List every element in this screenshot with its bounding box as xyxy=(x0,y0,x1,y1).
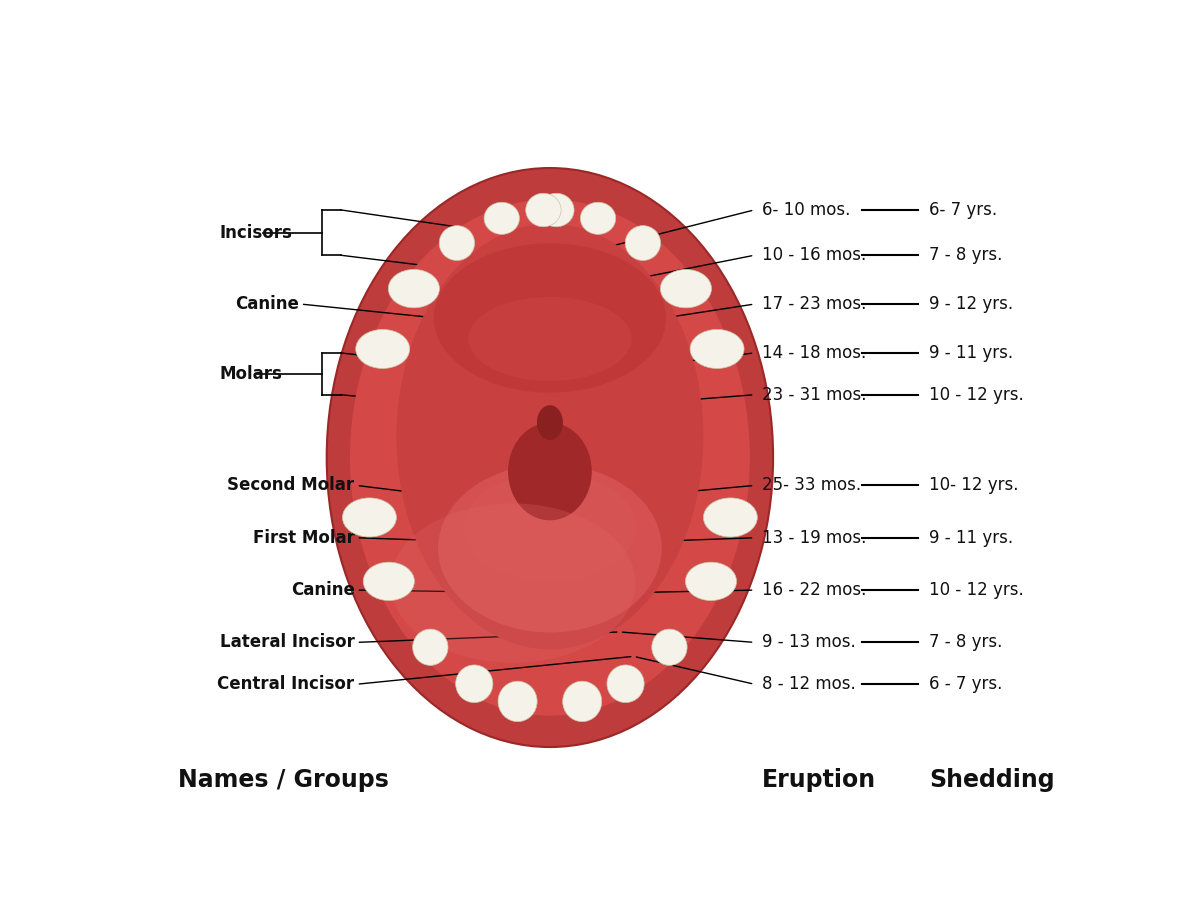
Text: 9 - 13 mos.: 9 - 13 mos. xyxy=(762,633,856,651)
Text: Second Molar: Second Molar xyxy=(228,477,355,495)
Ellipse shape xyxy=(433,244,666,392)
Ellipse shape xyxy=(498,681,538,722)
Text: 10- 12 yrs.: 10- 12 yrs. xyxy=(929,477,1019,495)
Ellipse shape xyxy=(539,193,574,226)
Ellipse shape xyxy=(652,629,688,665)
Ellipse shape xyxy=(413,629,448,665)
Text: Canine: Canine xyxy=(235,295,299,313)
Ellipse shape xyxy=(625,226,660,261)
Ellipse shape xyxy=(536,405,563,440)
Ellipse shape xyxy=(389,269,439,308)
Ellipse shape xyxy=(350,199,750,716)
Text: 6- 10 mos.: 6- 10 mos. xyxy=(762,201,851,219)
Text: 9 - 11 yrs.: 9 - 11 yrs. xyxy=(929,344,1014,361)
Text: 8 - 12 mos.: 8 - 12 mos. xyxy=(762,675,856,693)
Ellipse shape xyxy=(456,665,493,703)
Ellipse shape xyxy=(581,202,616,235)
Ellipse shape xyxy=(439,226,474,261)
Text: 10 - 16 mos.: 10 - 16 mos. xyxy=(762,246,866,265)
Ellipse shape xyxy=(607,665,644,703)
Text: Names / Groups: Names / Groups xyxy=(178,768,389,792)
Text: 7 - 8 yrs.: 7 - 8 yrs. xyxy=(929,246,1003,265)
Ellipse shape xyxy=(690,330,744,369)
Ellipse shape xyxy=(464,473,636,582)
Text: 6- 7 yrs.: 6- 7 yrs. xyxy=(929,201,997,219)
Ellipse shape xyxy=(396,224,703,650)
Ellipse shape xyxy=(660,269,712,308)
Text: Lateral Incisor: Lateral Incisor xyxy=(220,633,355,651)
Text: Central Incisor: Central Incisor xyxy=(217,675,355,693)
Text: 6 - 7 yrs.: 6 - 7 yrs. xyxy=(929,675,1003,693)
Text: 16 - 22 mos.: 16 - 22 mos. xyxy=(762,581,866,599)
Ellipse shape xyxy=(342,498,396,537)
Text: Incisors: Incisors xyxy=(220,224,293,242)
Text: 9 - 12 yrs.: 9 - 12 yrs. xyxy=(929,295,1014,313)
Text: Eruption: Eruption xyxy=(762,768,876,792)
Text: 25- 33 mos.: 25- 33 mos. xyxy=(762,477,862,495)
Text: First Molar: First Molar xyxy=(253,529,355,546)
Ellipse shape xyxy=(484,202,520,235)
Ellipse shape xyxy=(526,193,562,226)
Ellipse shape xyxy=(390,504,636,662)
Text: 14 - 18 mos.: 14 - 18 mos. xyxy=(762,344,866,361)
Text: Canine: Canine xyxy=(290,581,355,599)
Ellipse shape xyxy=(685,562,737,601)
Text: 23 - 31 mos.: 23 - 31 mos. xyxy=(762,386,866,404)
Text: 9 - 11 yrs.: 9 - 11 yrs. xyxy=(929,529,1014,546)
Ellipse shape xyxy=(703,498,757,537)
Ellipse shape xyxy=(326,168,773,747)
Text: 7 - 8 yrs.: 7 - 8 yrs. xyxy=(929,633,1003,651)
Text: Shedding: Shedding xyxy=(929,768,1055,792)
Text: 13 - 19 mos.: 13 - 19 mos. xyxy=(762,529,866,546)
Text: 10 - 12 yrs.: 10 - 12 yrs. xyxy=(929,386,1024,404)
Ellipse shape xyxy=(438,464,661,632)
Ellipse shape xyxy=(563,681,601,722)
Ellipse shape xyxy=(364,562,414,601)
Ellipse shape xyxy=(468,297,631,381)
Text: 17 - 23 mos.: 17 - 23 mos. xyxy=(762,295,866,313)
Ellipse shape xyxy=(355,330,409,369)
Text: 10 - 12 yrs.: 10 - 12 yrs. xyxy=(929,581,1024,599)
Text: Molars: Molars xyxy=(220,365,283,383)
Ellipse shape xyxy=(508,422,592,520)
